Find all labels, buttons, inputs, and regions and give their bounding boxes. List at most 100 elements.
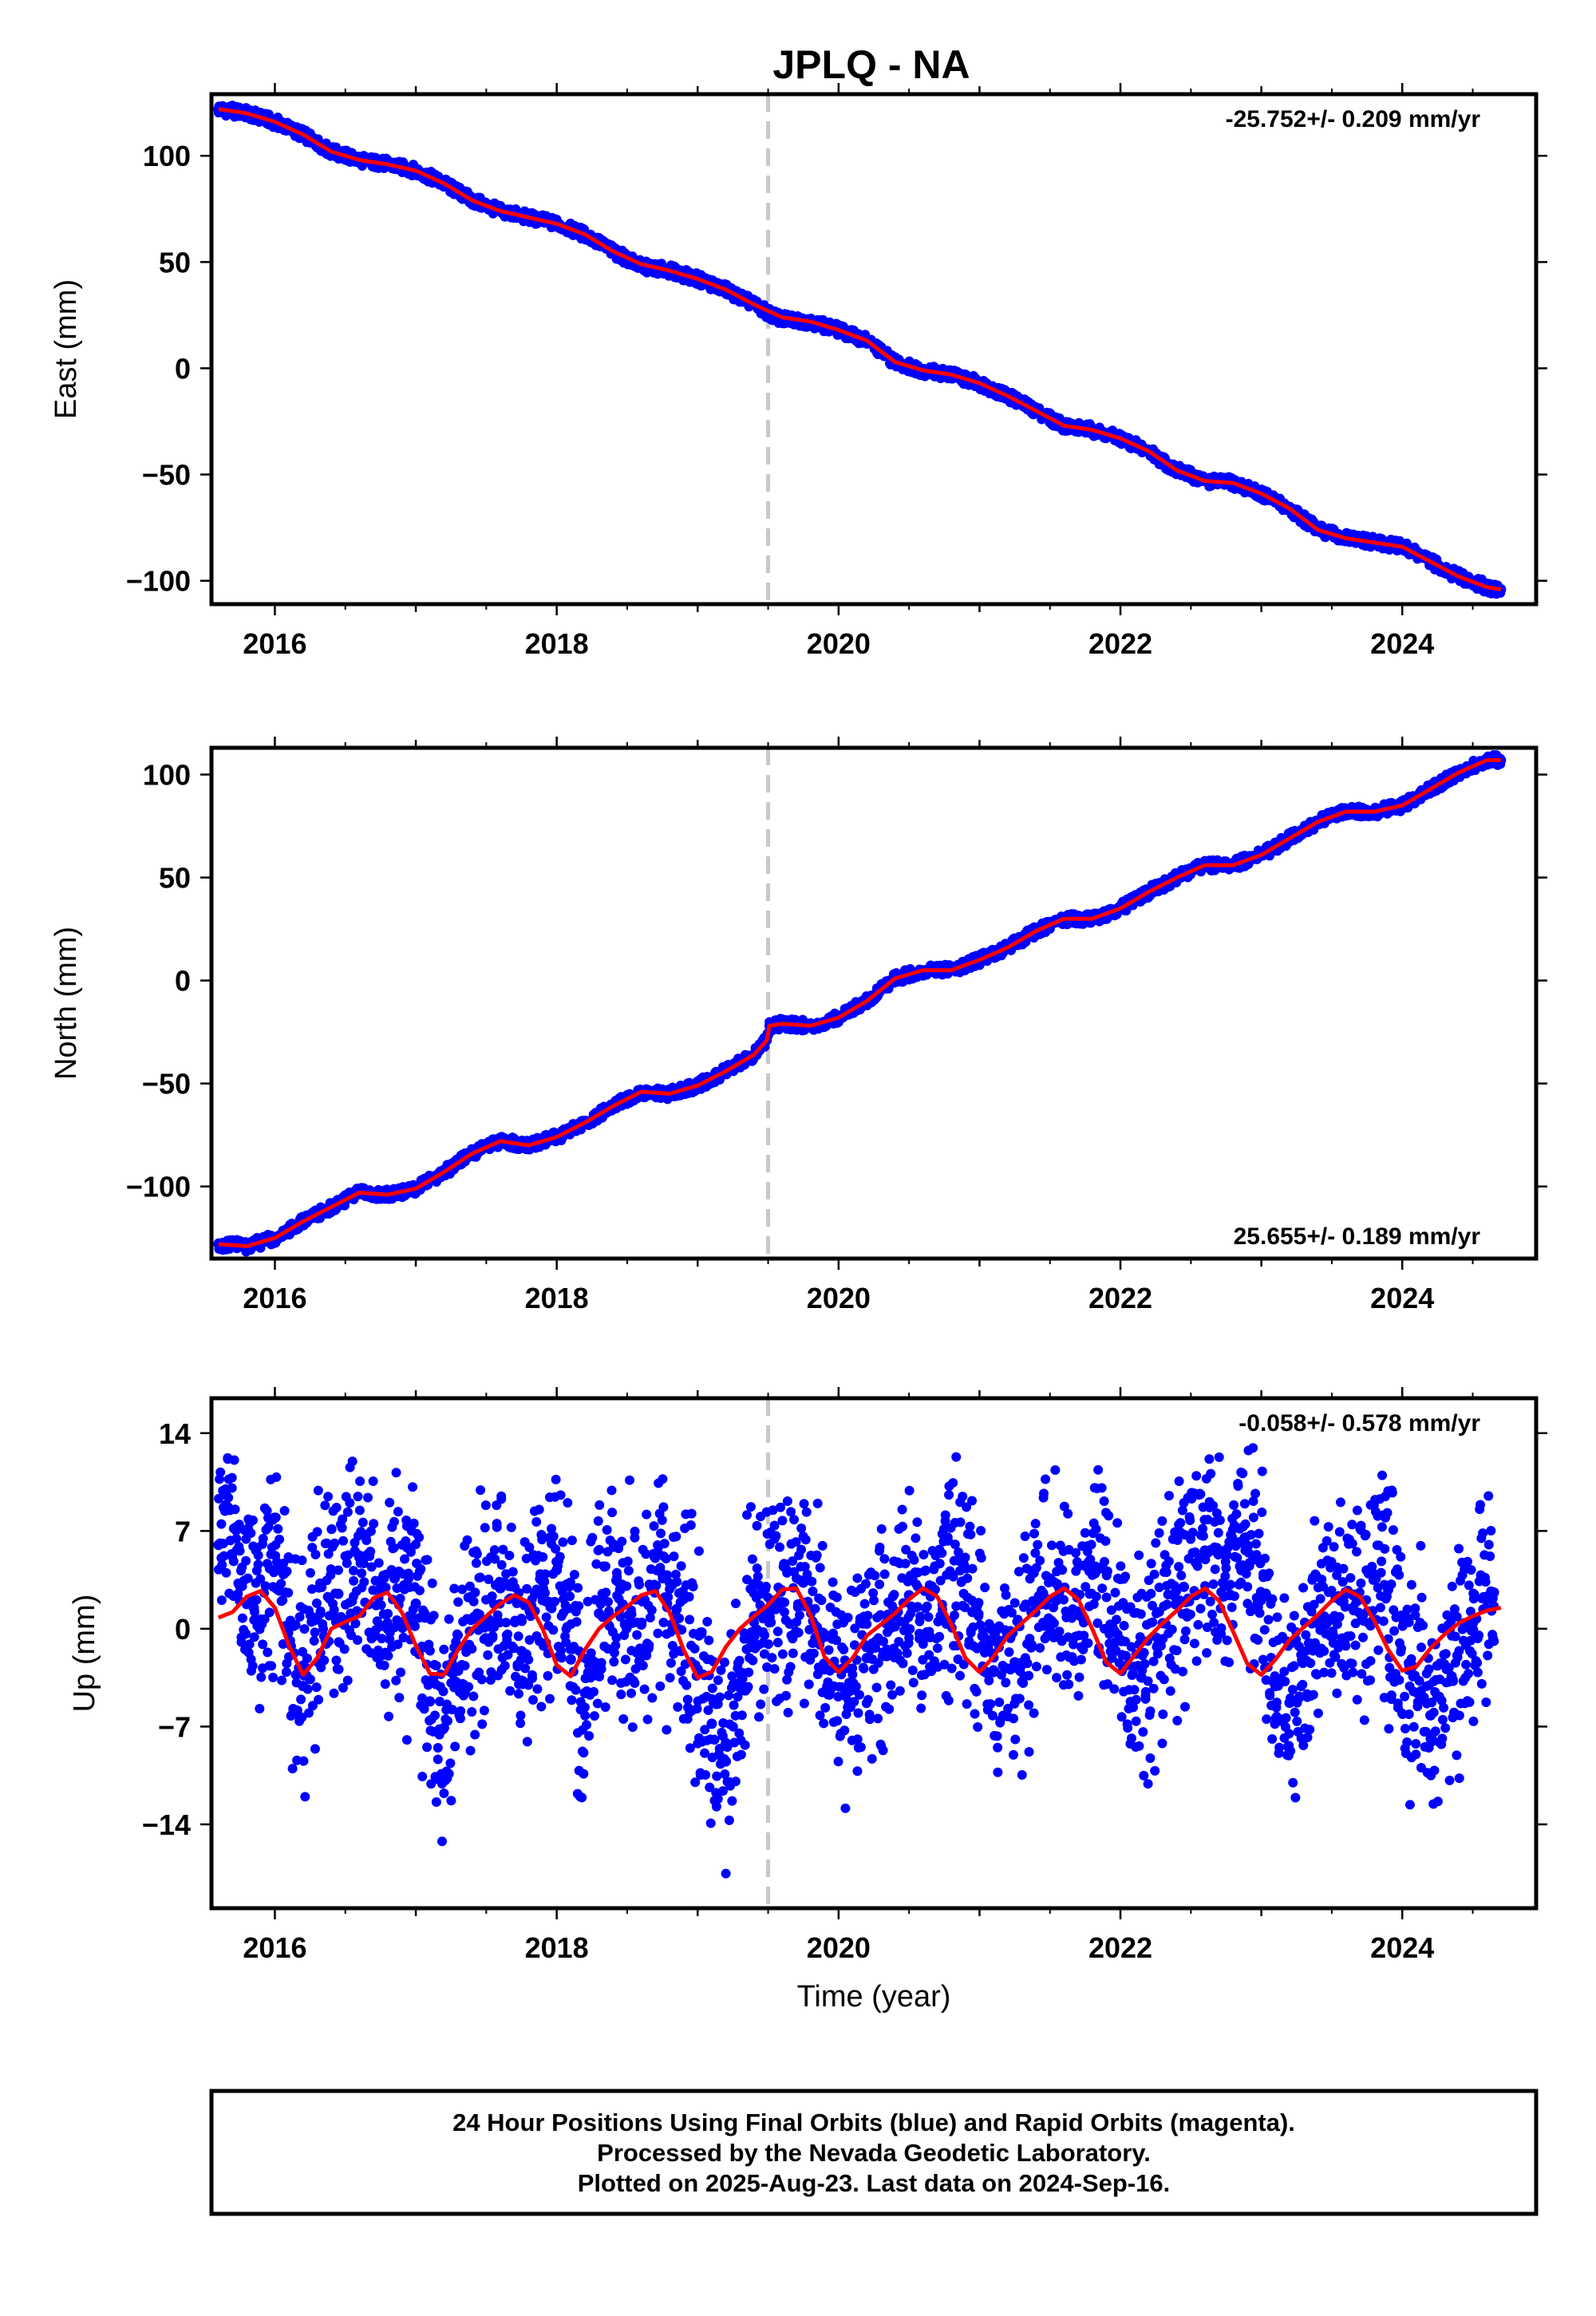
data-point [401,1735,412,1745]
y-tick-label: 50 [159,862,191,895]
data-point [243,1573,253,1583]
data-point [767,1653,777,1663]
data-point [371,1625,381,1635]
model-line [218,107,1502,591]
data-point [382,1618,393,1628]
data-point [353,1492,363,1502]
rate-label: 25.655+/- 0.189 mm/yr [1234,1223,1481,1250]
data-point [804,1679,814,1690]
data-point [558,1537,568,1547]
data-point [799,1499,809,1509]
data-point [563,1498,573,1508]
data-point [662,1725,672,1735]
data-point [450,1741,460,1752]
data-point [808,1648,819,1658]
data-point [409,1518,419,1528]
data-point [593,1516,603,1526]
data-point [724,1815,734,1825]
data-point [275,1534,285,1544]
data-point [720,1769,730,1780]
data-point [236,1637,247,1647]
data-point [383,1608,393,1618]
data-point [263,1647,273,1658]
data-point [550,1596,560,1607]
data-point [671,1531,681,1542]
data-point [426,1779,437,1789]
data-point [365,1526,376,1536]
data-point [653,1628,663,1638]
data-point [589,1711,599,1721]
data-point [504,1551,515,1561]
data-point [231,1533,242,1543]
data-point [281,1667,291,1678]
data-point [433,1754,443,1765]
data-point [539,1588,550,1599]
data-point [513,1631,523,1642]
data-point [567,1535,577,1546]
data-point [503,1650,513,1660]
data-point [728,1721,738,1732]
data-point [630,1678,640,1689]
data-point [847,1670,858,1680]
data-point [673,1701,683,1712]
y-tick-label: 100 [143,759,191,792]
data-point [408,1604,418,1614]
data-point [840,1803,851,1813]
data-point-cloud [213,1443,1499,1879]
data-point [338,1682,348,1693]
data-point [389,1543,399,1553]
data-point [644,1640,654,1650]
data-point [545,1694,555,1704]
data-point [422,1742,433,1753]
data-point [317,1582,327,1592]
data-point [777,1516,788,1526]
data-point [250,1607,260,1617]
data-point [702,1617,713,1627]
data-point [391,1675,401,1686]
data-point [579,1702,590,1713]
data-point [244,1639,255,1650]
data-point [540,1569,551,1579]
data-point [311,1682,322,1693]
data-point [310,1549,321,1559]
data-point [768,1505,778,1516]
data-point [771,1531,781,1541]
data-point [734,1655,745,1666]
data-point [618,1714,629,1725]
plot-frame [209,745,1539,1261]
data-point [638,1661,648,1671]
data-point [439,1788,449,1799]
data-point [300,1792,310,1802]
data-point [339,1644,350,1654]
data-point [253,1559,263,1570]
data-point [574,1601,584,1611]
data-point [548,1531,559,1542]
data-point [815,1563,825,1573]
data-point [794,1610,804,1620]
data-point [587,1532,598,1543]
data-point [688,1582,698,1592]
y-tick-label: 100 [143,140,191,172]
data-point [571,1617,582,1627]
data-point [622,1556,633,1567]
data-point [503,1629,513,1639]
data-point [556,1646,567,1656]
data-point [589,1686,599,1697]
data-point [485,1675,496,1686]
data-point [445,1758,456,1769]
data-point [703,1705,713,1715]
data-point [477,1719,488,1729]
data-point [819,1718,829,1729]
data-point [241,1555,251,1566]
data-point [832,1592,842,1603]
data-point [490,1554,500,1564]
data-point [409,1621,420,1631]
data-point [657,1515,667,1525]
data-point [431,1797,441,1808]
y-tick-label: −100 [126,565,191,598]
data-point [488,1630,498,1641]
data-point [221,1567,231,1578]
data-point [579,1748,589,1758]
data-point [474,1609,484,1619]
